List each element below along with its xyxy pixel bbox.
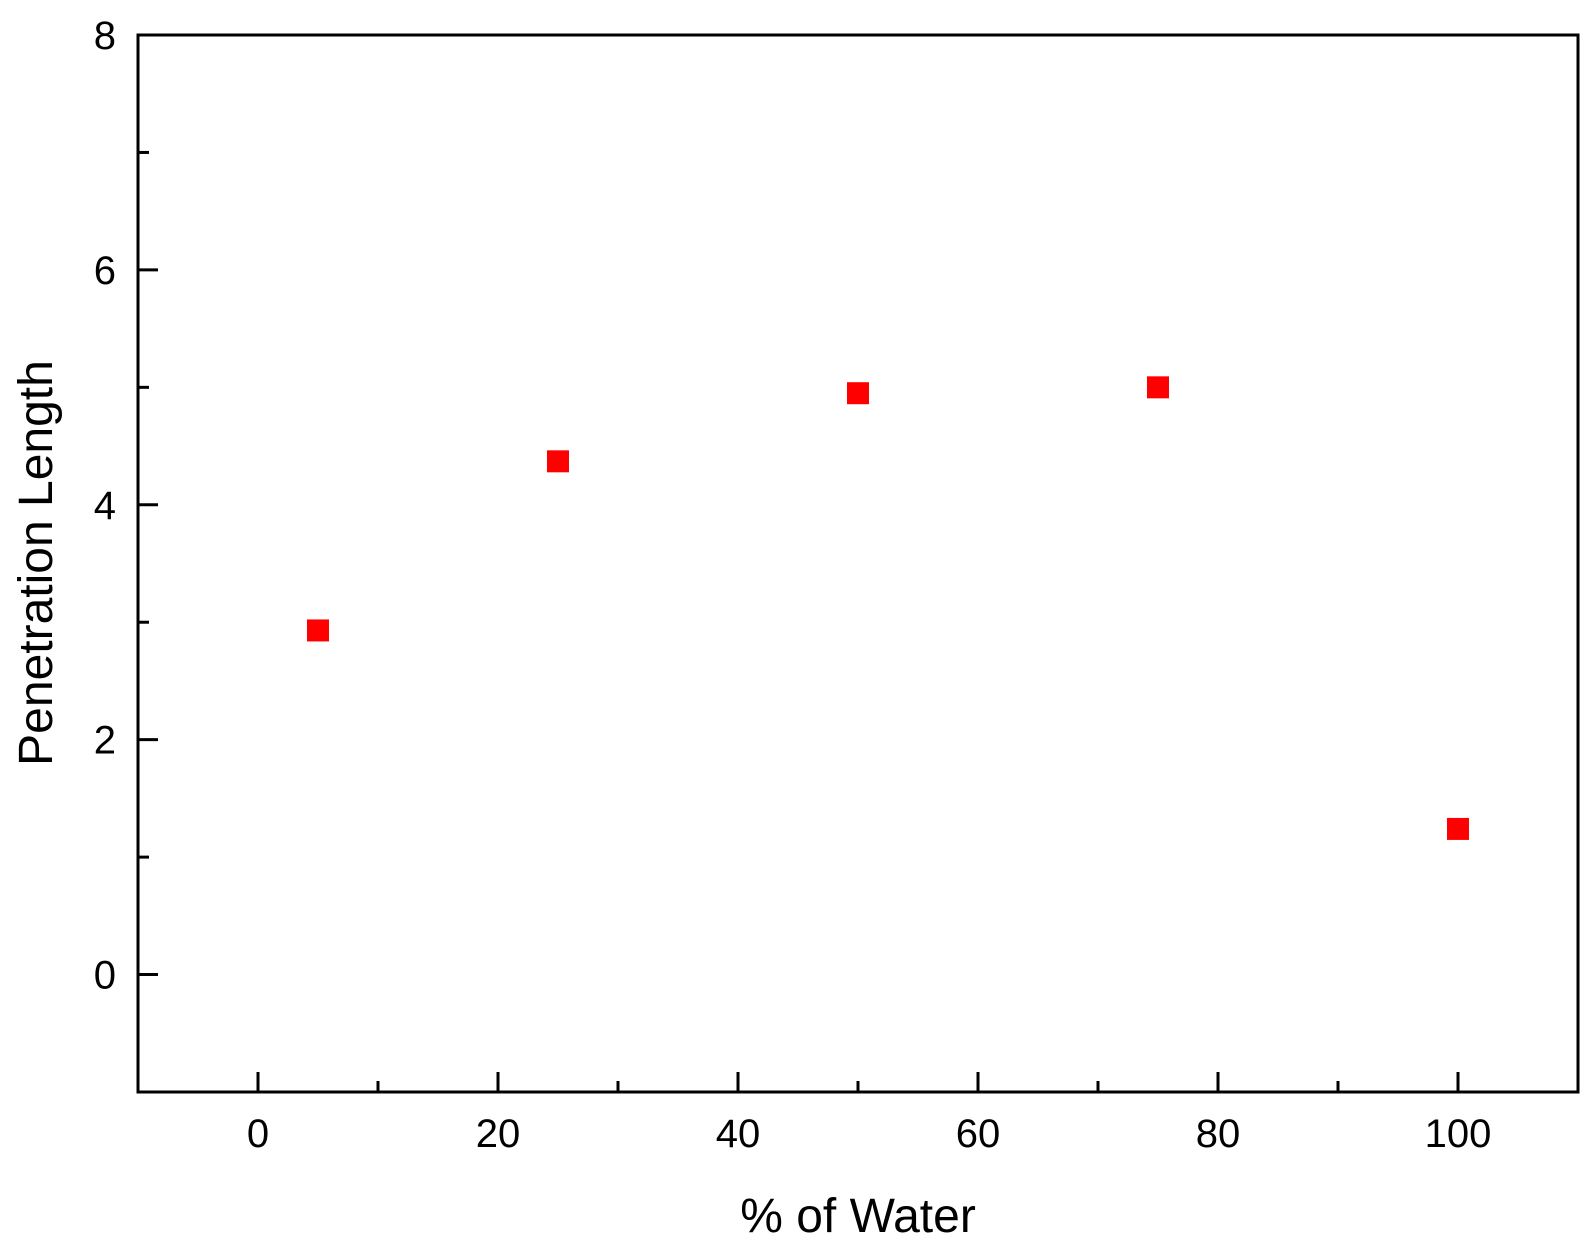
y-tick-label: 6 <box>94 249 116 293</box>
data-point <box>307 619 329 642</box>
y-tick-label: 8 <box>94 14 116 58</box>
y-tick-label: 2 <box>94 719 116 763</box>
plot-frame <box>136 33 1580 1094</box>
y-tick-label: 4 <box>94 484 116 528</box>
data-point <box>847 382 869 405</box>
x-axis-title: % of Water <box>740 1190 976 1243</box>
y-tick-label: 0 <box>94 954 116 998</box>
x-tick-label: 40 <box>716 1112 761 1156</box>
data-point <box>1447 817 1469 840</box>
data-point <box>547 450 569 473</box>
x-tick-label: 0 <box>247 1112 269 1156</box>
data-points <box>307 376 1469 840</box>
x-tick-label: 20 <box>476 1112 521 1156</box>
axis-tick-labels: 0 20 40 60 80 100 0 2 4 6 8 <box>94 14 1492 1156</box>
y-axis-title: Penetration Length <box>10 360 63 766</box>
axis-ticks <box>138 33 1460 1092</box>
x-tick-label: 80 <box>1196 1112 1241 1156</box>
x-tick-label: 60 <box>956 1112 1001 1156</box>
data-point <box>1147 376 1169 399</box>
x-tick-label: 100 <box>1425 1112 1492 1156</box>
